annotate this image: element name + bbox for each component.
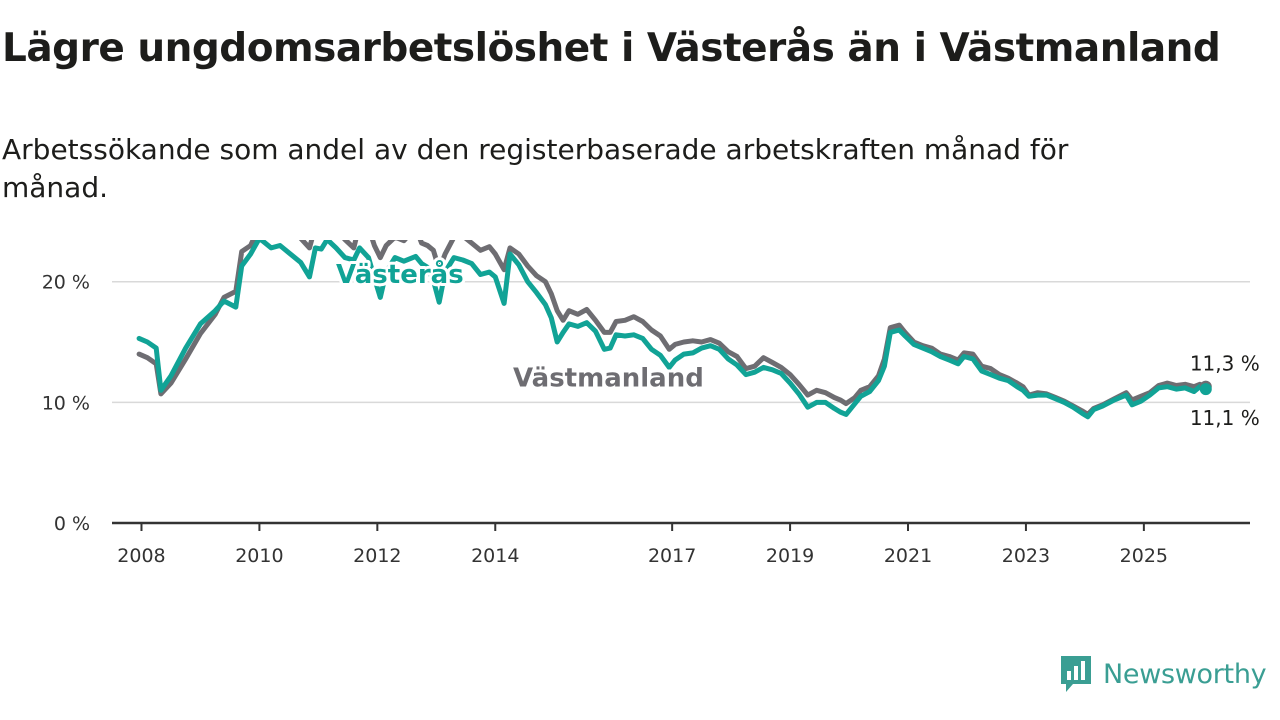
y-tick-label: 0 % — [54, 513, 90, 535]
newsworthy-logo-icon — [1061, 656, 1091, 692]
series-label-vasteras: Västerås — [336, 258, 464, 290]
y-tick-label: 10 % — [42, 392, 90, 414]
x-tick-label: 2021 — [884, 545, 932, 567]
x-tick-label: 2019 — [766, 545, 814, 567]
brand-name: Newsworthy — [1103, 658, 1267, 690]
x-tick-label: 2025 — [1120, 545, 1168, 567]
x-tick-label: 2012 — [353, 545, 401, 567]
series-line-vasteras — [136, 240, 1209, 420]
end-value-label-vastmanland: 11,3 % — [1190, 352, 1260, 376]
line-chart: 0 % 10 % 20 % 2008 2010 2012 2014 2017 2019 2021 2… — [42, 240, 1262, 567]
chart-title: Lägre ungdomsarbetslöshet i Västerås än … — [2, 26, 1221, 71]
x-tick-label: 2017 — [648, 545, 696, 567]
chart-subtitle: Arbetssökande som andel av den registerb… — [2, 133, 1069, 204]
end-value-label-vasteras: 11,1 % — [1190, 406, 1260, 430]
brand-logo: Newsworthy — [1059, 653, 1267, 695]
x-tick-label: 2008 — [117, 545, 165, 567]
x-tick-label: 2023 — [1002, 545, 1050, 567]
series-end-marker — [1199, 383, 1212, 396]
series-label-vastmanland: Västmanland — [513, 364, 704, 394]
x-tick-label: 2010 — [235, 545, 283, 567]
x-tick-label: 2014 — [471, 545, 519, 567]
y-tick-label: 20 % — [42, 272, 90, 294]
